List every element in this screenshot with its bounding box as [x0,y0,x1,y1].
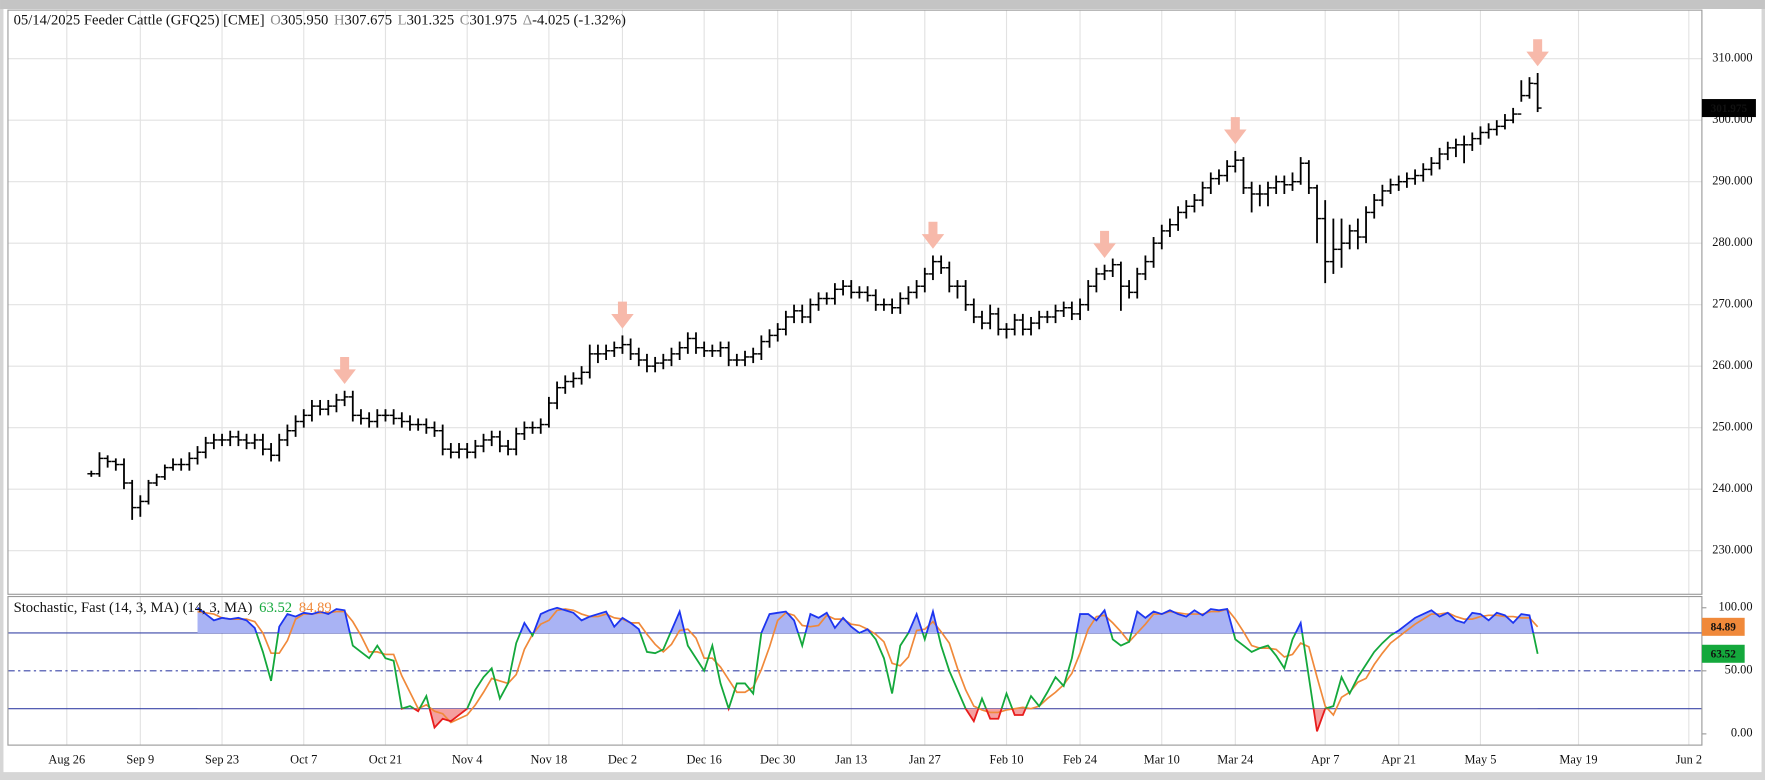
x-tick-label: Oct 21 [369,753,402,767]
x-tick-label: May 19 [1559,753,1597,767]
grid [7,10,1702,746]
labels: Aug 26 Sep 9 Sep 23 Oct 7 Oct 21 Nov 4 Nov 18 D… [48,51,1756,767]
x-tick-label: Sep 23 [205,753,239,767]
x-tick-label: Jan 13 [835,753,867,767]
x-tick-label: Dec 2 [608,753,637,767]
k-line [255,632,1539,709]
last-value-marker [1701,644,1745,663]
summary-value: 301.975 [470,13,518,29]
y-tick-label: 50.00 [1725,663,1753,677]
chart-background [3,9,1762,773]
summary-label: C [460,13,470,29]
header: 05/14/2025 Feeder Cattle (GFQ25) [CME] O3… [14,13,626,29]
last-value-label: 84.89 [1711,622,1737,634]
x-tick-label: Apr 7 [1311,753,1340,767]
y-tick-label: 280.000 [1712,235,1752,249]
stochastic-header: Stochastic, Fast (14, 3, MA) (14, 3, MA)… [14,600,332,616]
down-arrow [921,221,945,249]
last-value-marker [1701,617,1745,636]
y-tick-label: 260.000 [1712,358,1752,372]
x-tick-label: Mar 24 [1217,753,1253,767]
window-strip [0,0,1765,10]
price-panel-border [7,9,1703,595]
summary-label: Δ [523,13,532,29]
summary-label: O [270,13,281,29]
down-arrow [1526,39,1549,67]
k-line [400,708,1329,732]
summary-value: 301.325 [407,13,455,29]
y-tick-label: 0.00 [1731,726,1753,740]
x-tick-label: Sep 9 [126,753,154,767]
x-tick-label: Nov 18 [531,753,568,767]
x-tick-label: Dec 30 [760,753,795,767]
summary-label: L [398,13,407,29]
down-arrow [1093,230,1116,258]
summary-value: 305.950 [281,13,329,29]
summary-value: -4.025 (-1.32%) [532,13,626,29]
down-arrow [611,301,634,329]
d-last-value: 84.89 [299,600,332,616]
y-tick-label: 250.000 [1712,419,1752,433]
x-tick-label: Apr 21 [1381,753,1416,767]
x-tick-label: Aug 26 [48,753,85,767]
x-tick-label: Jun 2 [1676,753,1702,767]
x-tick-label: Nov 4 [452,753,483,767]
x-tick-label: Dec 16 [686,753,721,767]
last-value-label: 63.52 [1711,648,1737,660]
down-arrow [1224,117,1247,145]
stochastic-title: Stochastic, Fast (14, 3, MA) (14, 3, MA) [14,600,253,616]
y-tick-label: 240.000 [1712,481,1752,495]
down-arrow [333,356,356,385]
x-tick-label: Feb 10 [989,753,1023,767]
x-tick-label: Feb 24 [1063,753,1097,767]
k-last-value: 63.52 [259,600,292,616]
y-tick-label: 270.000 [1712,297,1752,311]
summary-label: H [334,13,345,29]
x-tick-label: Oct 7 [290,753,317,767]
last-price-label: 301.975 [1711,103,1748,115]
x-tick-label: Mar 10 [1144,753,1180,767]
k-line [196,606,1535,633]
y-tick-label: 290.000 [1712,174,1752,188]
y-tick-label: 100.00 [1719,600,1753,614]
x-tick-label: Jan 27 [909,753,941,767]
x-tick-label: May 5 [1464,753,1496,767]
last-price-marker [1701,99,1756,118]
marks [87,39,1549,732]
header-title: 05/14/2025 Feeder Cattle (GFQ25) [CME] [14,13,265,29]
y-tick-label: 230.000 [1712,542,1752,556]
y-tick-label: 310.000 [1712,51,1752,65]
summary-value: 307.675 [345,13,393,29]
